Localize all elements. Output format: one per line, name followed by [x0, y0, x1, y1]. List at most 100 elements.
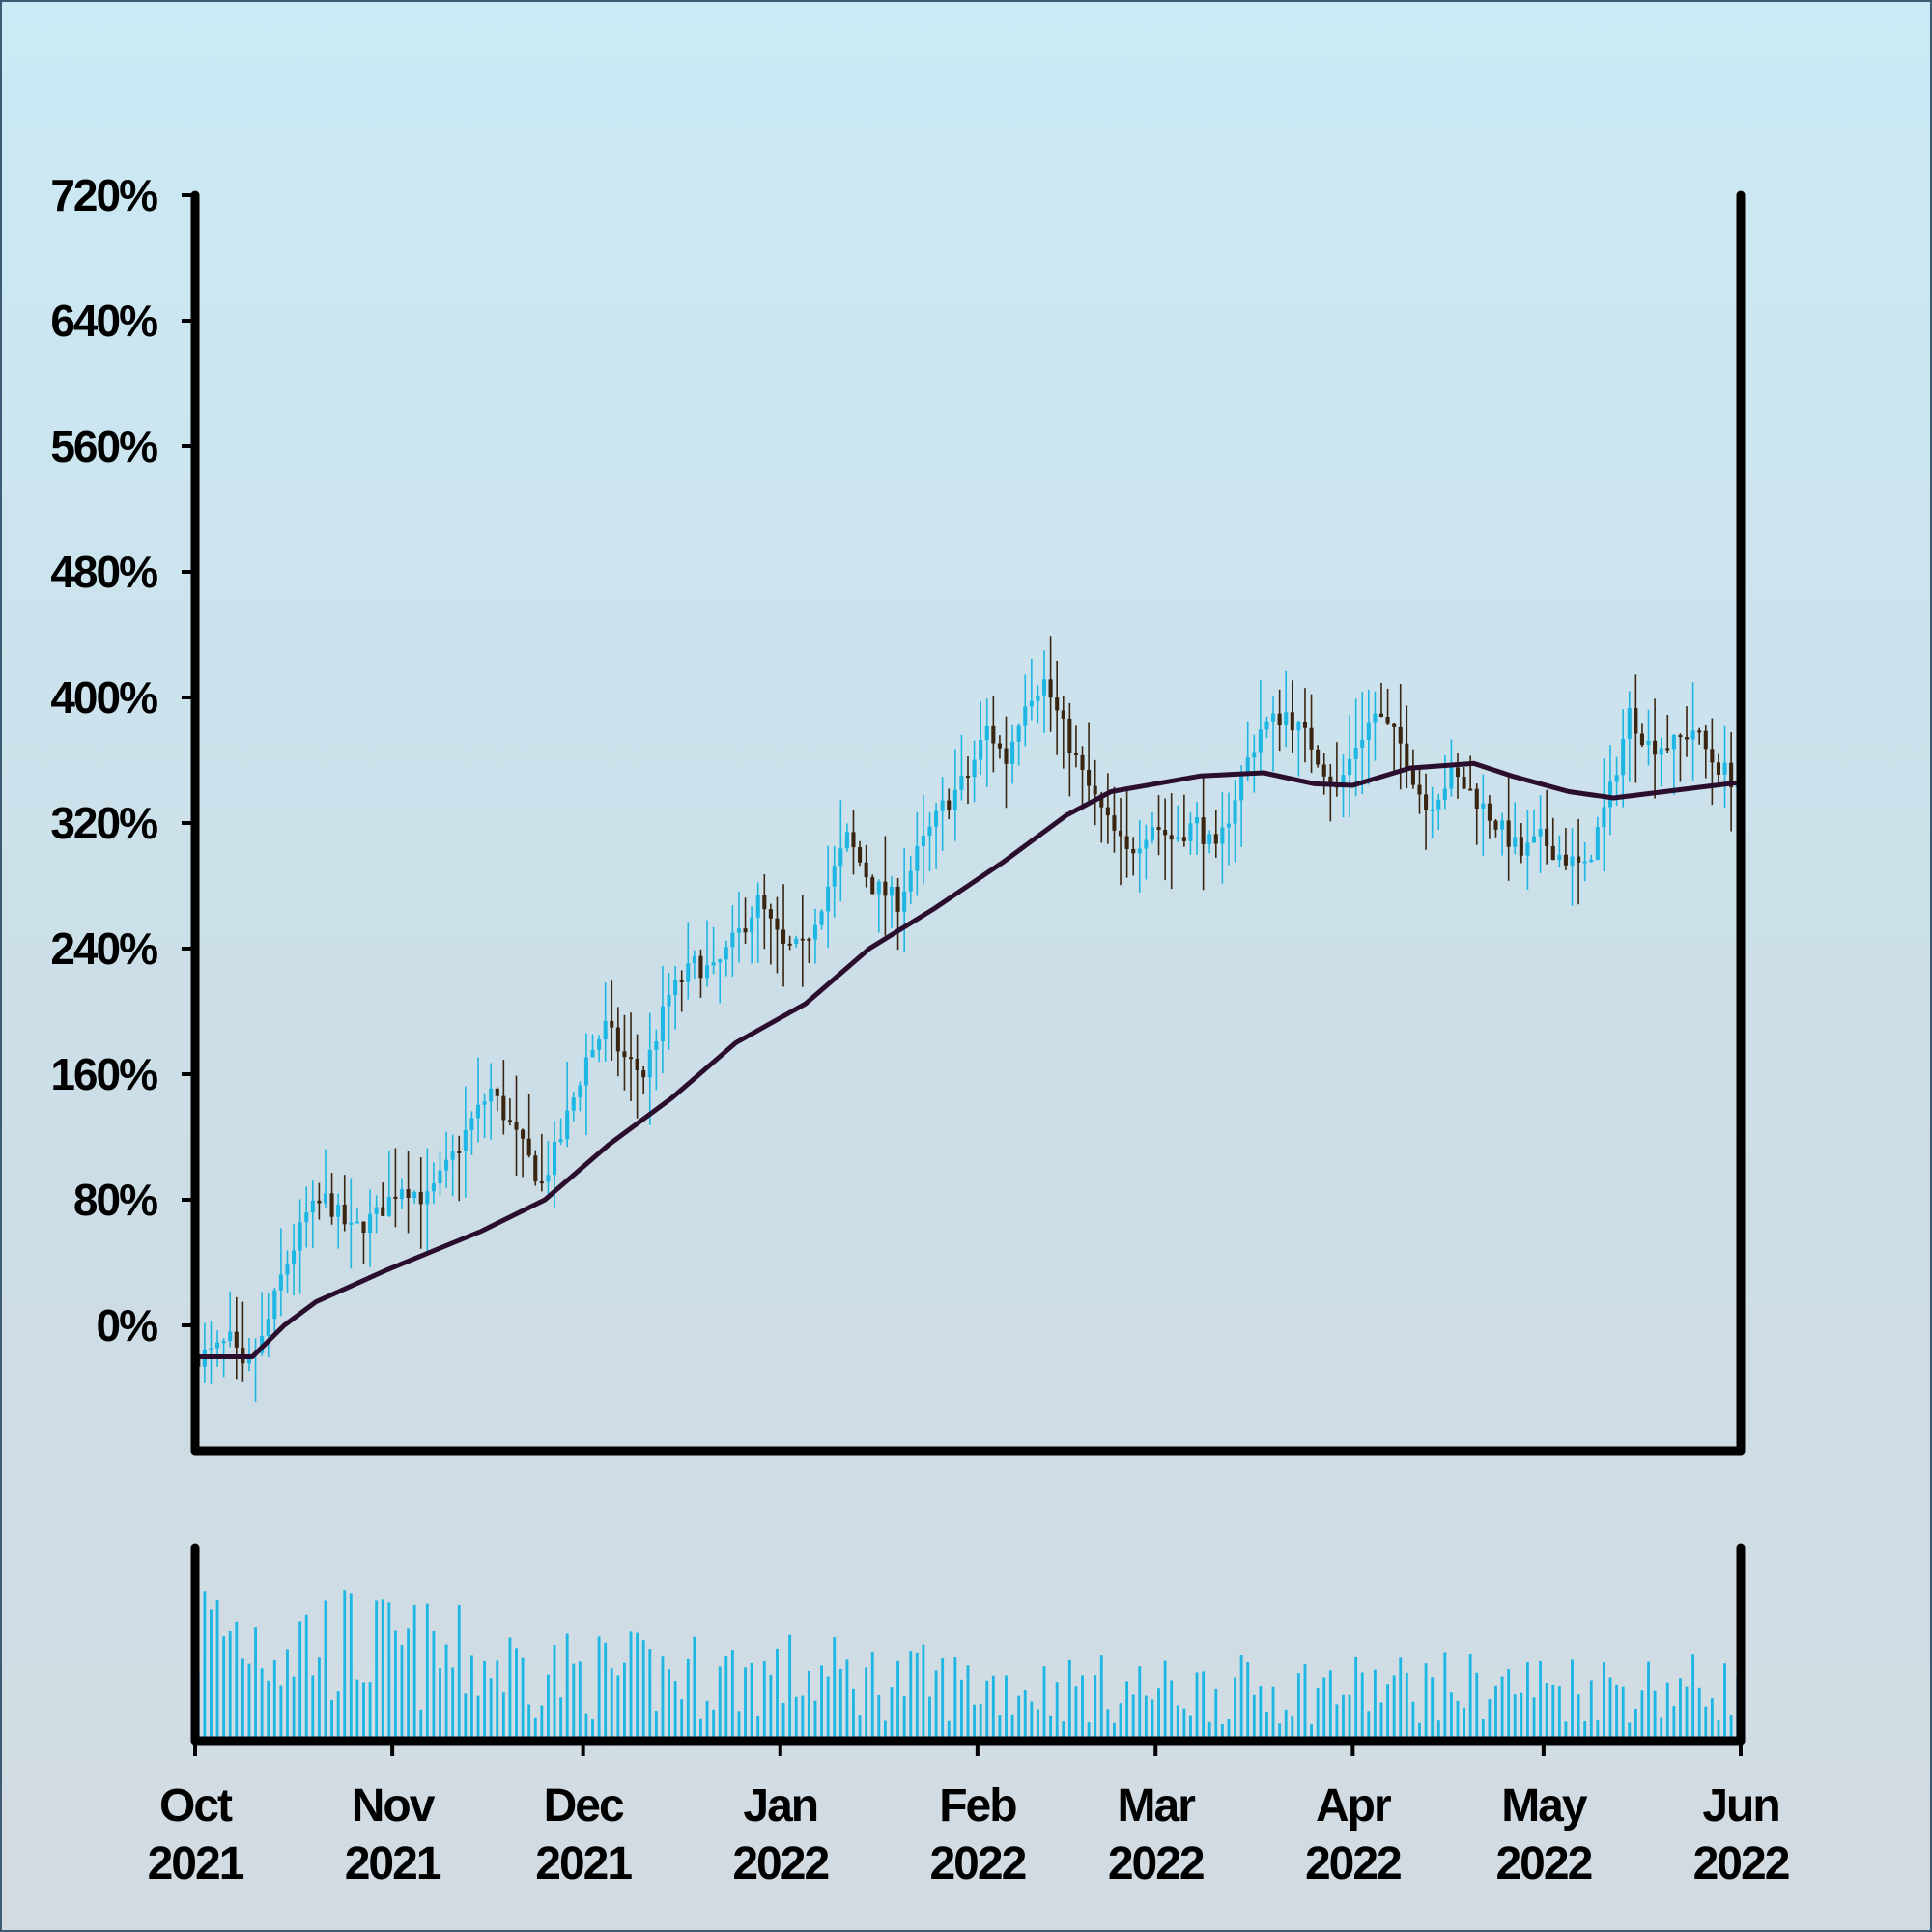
candle-body [209, 1348, 213, 1350]
candle-body [762, 895, 767, 910]
volume-bar [1239, 1655, 1243, 1741]
candle-body [1341, 775, 1346, 788]
volume-bar [1500, 1676, 1504, 1741]
volume-bar [610, 1668, 613, 1741]
volume-bar [1379, 1702, 1383, 1741]
candle-body [1481, 803, 1486, 810]
volume-bar [991, 1675, 995, 1741]
volume-bar [1691, 1654, 1695, 1741]
volume-bar [1532, 1697, 1536, 1741]
candle-body [1029, 700, 1034, 707]
candle-body [1181, 837, 1186, 841]
candle-body [1563, 854, 1568, 866]
candle-body [1545, 828, 1549, 846]
volume-bar [553, 1644, 556, 1741]
candle-body [1150, 827, 1154, 840]
volume-bar [1087, 1722, 1091, 1741]
candle-body [698, 955, 703, 979]
candle-body [1213, 834, 1218, 844]
volume-bar [1507, 1669, 1511, 1741]
volume-bar [1017, 1695, 1021, 1741]
candle-body [1296, 721, 1301, 731]
candle-body [368, 1213, 373, 1234]
x-tick-year: 2022 [1305, 1838, 1401, 1889]
candle-body [1118, 830, 1123, 837]
candle-body [1405, 743, 1409, 771]
candle-body [1366, 722, 1371, 740]
candle-body [718, 959, 723, 963]
candle-body [724, 947, 728, 960]
volume-bar [203, 1591, 207, 1741]
candle-body [215, 1342, 220, 1349]
candle-body [610, 1020, 614, 1028]
volume-bar [1316, 1687, 1320, 1741]
volume-bar [705, 1700, 709, 1741]
candle-body [1055, 697, 1060, 711]
volume-bar [1113, 1722, 1116, 1741]
volume-bar [1424, 1663, 1428, 1741]
volume-bar [1030, 1701, 1034, 1741]
volume-bar [941, 1657, 945, 1741]
volume-bar [693, 1636, 696, 1741]
volume-bar [1608, 1677, 1612, 1741]
volume-bar [1214, 1688, 1218, 1741]
candle-body [902, 891, 907, 912]
volume-bar [1023, 1690, 1027, 1741]
candle-body [1589, 859, 1594, 862]
candle-body [1697, 730, 1702, 733]
candle-body [984, 725, 989, 741]
candle-body [965, 776, 971, 779]
candle-body [323, 1193, 328, 1204]
volume-bar [578, 1661, 582, 1741]
y-tick-label: 560% [50, 421, 157, 471]
volume-bar [304, 1614, 308, 1741]
candle-body [406, 1189, 411, 1198]
volume-bar [267, 1680, 270, 1741]
volume-bar [336, 1691, 340, 1741]
volume-bar [597, 1636, 601, 1741]
volume-bar [1106, 1709, 1110, 1741]
volume-bar [1125, 1681, 1129, 1741]
candle-body [546, 1175, 551, 1182]
x-tick-year: 2021 [535, 1838, 632, 1889]
candle-body [915, 846, 920, 871]
candle-body [386, 1196, 391, 1216]
x-tick-year: 2021 [148, 1838, 244, 1889]
candle-body [1360, 739, 1365, 748]
candle-body [991, 725, 996, 744]
candle-body [463, 1129, 468, 1151]
volume-bar [343, 1590, 347, 1741]
candle-body [794, 938, 799, 945]
volume-bar [1062, 1721, 1065, 1741]
volume-bar [813, 1700, 817, 1741]
x-tick-month: Jan [743, 1780, 817, 1832]
candle-body [1684, 737, 1690, 740]
volume-bar [527, 1704, 531, 1741]
volume-bar [629, 1631, 633, 1741]
volume-bar [298, 1621, 302, 1741]
candle-body [1519, 837, 1523, 856]
candle-body [1424, 794, 1429, 810]
volume-bar [1335, 1704, 1339, 1741]
candle-body [997, 743, 1002, 749]
volume-bar [762, 1661, 766, 1741]
volume-bar [1373, 1669, 1377, 1741]
candle-body [495, 1088, 499, 1096]
candle-body [1245, 757, 1250, 774]
y-tick-label: 720% [50, 170, 157, 220]
candle-body [1188, 823, 1193, 841]
candle-body [979, 740, 983, 760]
volume-bar [604, 1642, 608, 1741]
volume-bar [1119, 1703, 1122, 1741]
candle-body [489, 1088, 494, 1102]
volume-bar [228, 1630, 232, 1741]
volume-bar [750, 1662, 753, 1741]
volume-bar [521, 1657, 525, 1741]
candle-body [819, 911, 824, 925]
volume-bar [476, 1695, 480, 1741]
volume-bar [826, 1676, 830, 1741]
y-tick-label: 80% [73, 1175, 157, 1225]
candle-body [628, 1057, 634, 1060]
candle-body [1073, 753, 1078, 755]
volume-bar [235, 1621, 239, 1741]
